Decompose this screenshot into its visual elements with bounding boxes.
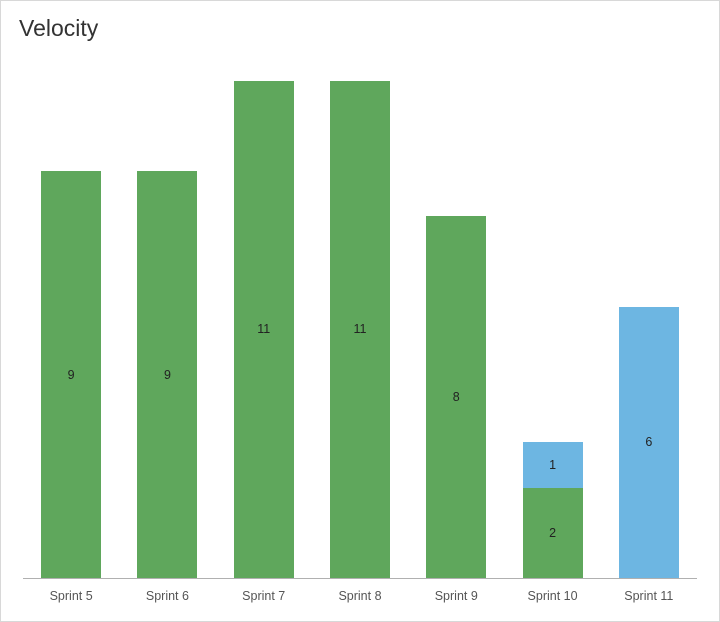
bar-value-label: 11 <box>257 322 270 336</box>
bar-stack[interactable]: 21 <box>523 442 583 578</box>
bar-segment[interactable]: 1 <box>523 442 583 487</box>
bar-segment[interactable]: 9 <box>41 171 101 578</box>
bar-segment[interactable]: 2 <box>523 488 583 578</box>
bar-segment[interactable]: 11 <box>234 81 294 578</box>
x-axis-label: Sprint 7 <box>216 589 312 603</box>
bar-segment[interactable]: 11 <box>330 81 390 578</box>
bar-slot: 21 <box>504 61 600 578</box>
bar-stack[interactable]: 11 <box>234 81 294 578</box>
bar-value-label: 9 <box>68 368 75 382</box>
bar-segment[interactable]: 8 <box>426 216 486 578</box>
bar-slot: 6 <box>601 61 697 578</box>
bar-slot: 11 <box>216 61 312 578</box>
x-axis-label: Sprint 9 <box>408 589 504 603</box>
bar-stack[interactable]: 9 <box>137 171 197 578</box>
x-axis: Sprint 5Sprint 6Sprint 7Sprint 8Sprint 9… <box>23 589 697 603</box>
bar-slot: 9 <box>23 61 119 578</box>
x-axis-label: Sprint 10 <box>504 589 600 603</box>
bars-row: 9911118216 <box>23 61 697 578</box>
x-axis-label: Sprint 5 <box>23 589 119 603</box>
x-axis-label: Sprint 11 <box>601 589 697 603</box>
bar-segment[interactable]: 9 <box>137 171 197 578</box>
x-axis-label: Sprint 6 <box>119 589 215 603</box>
plot-area: 9911118216 <box>23 61 697 579</box>
bar-slot: 9 <box>119 61 215 578</box>
bar-slot: 11 <box>312 61 408 578</box>
bar-value-label: 9 <box>164 368 171 382</box>
velocity-chart: Velocity 9911118216 Sprint 5Sprint 6Spri… <box>0 0 720 622</box>
bar-stack[interactable]: 9 <box>41 171 101 578</box>
chart-title: Velocity <box>19 15 98 42</box>
bar-value-label: 11 <box>353 322 366 336</box>
bar-value-label: 6 <box>645 435 652 449</box>
bar-stack[interactable]: 6 <box>619 307 679 578</box>
x-axis-label: Sprint 8 <box>312 589 408 603</box>
bar-value-label: 1 <box>549 458 556 472</box>
bar-segment[interactable]: 6 <box>619 307 679 578</box>
bar-value-label: 2 <box>549 526 556 540</box>
bar-stack[interactable]: 11 <box>330 81 390 578</box>
bar-stack[interactable]: 8 <box>426 216 486 578</box>
bar-slot: 8 <box>408 61 504 578</box>
bar-value-label: 8 <box>453 390 460 404</box>
